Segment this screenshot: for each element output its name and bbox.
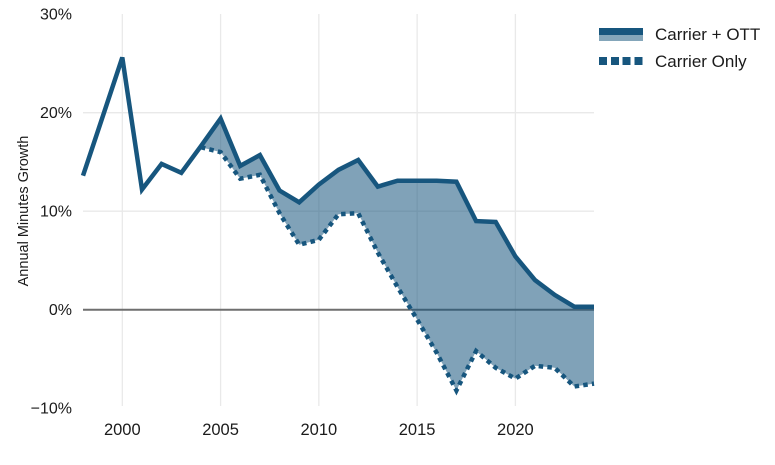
y-tick-label: 20% [40,105,72,122]
dotted-line-swatch-icon [599,57,643,65]
legend-item-carrier-ott: Carrier + OTT [599,25,760,43]
solid-line-swatch-icon [599,27,643,35]
y-tick-label: 30% [40,7,72,24]
x-tick-label: 2015 [399,421,436,439]
tick-layer: 2000 2005 2010 2015 2020 30% 20% 10% 0% −10% [31,7,534,439]
carrier-only-line [200,145,595,396]
x-tick-label: 2010 [300,421,337,439]
y-tick-label: 10% [40,204,72,221]
x-tick-label: 2000 [104,421,141,439]
y-axis-title: Annual Minutes Growth [16,136,32,287]
y-tick-label: 0% [49,302,72,319]
x-tick-label: 2020 [497,421,534,439]
area-fill-swatch-icon [599,34,643,41]
area-fill [200,118,594,391]
carrier-ott-line [80,56,594,309]
y-tick-label: −10% [31,401,72,418]
legend-label-carrier-only: Carrier Only [655,51,747,71]
series-layer [80,56,595,396]
x-tick-label: 2005 [202,421,239,439]
area-series-swatch-icon [599,27,643,41]
legend-item-carrier-only: Carrier Only [599,52,760,70]
legend-label-carrier-ott: Carrier + OTT [655,24,761,44]
legend: Carrier + OTT Carrier Only [599,25,760,70]
